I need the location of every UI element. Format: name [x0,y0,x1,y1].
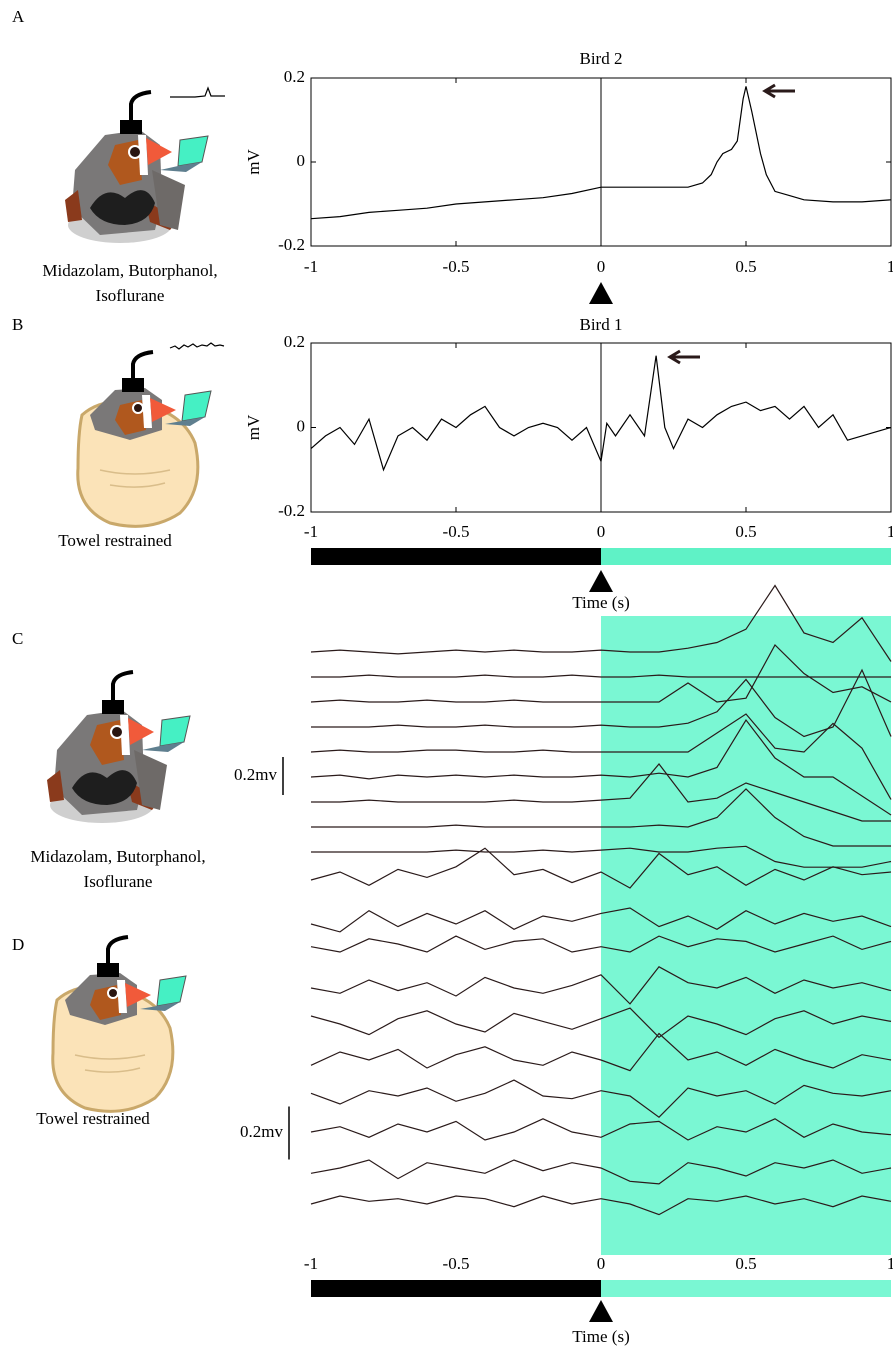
x-tick-label: 0.5 [735,522,756,541]
scale-bar-label: 0.2mv [240,1122,283,1141]
stimulus-bar-post [601,1280,891,1297]
trace-icon [170,343,224,349]
x-axis-label: Time (s) [572,1327,629,1346]
x-tick-label: -1 [304,1254,318,1273]
bird-illustration [47,672,190,823]
y-tick-label: 0.2 [284,332,305,351]
y-tick-label: -0.2 [278,235,305,254]
y-tick-label: 0 [297,416,306,435]
x-tick-label: -1 [304,522,318,541]
scale-bar-label: 0.2mv [234,765,277,784]
x-tick-label: -0.5 [443,257,470,276]
page: {"chart_data": [ {"type": "line", "panel… [0,0,893,1350]
caption: Midazolam, Butorphanol, [30,847,205,866]
peak-arrow [765,85,795,97]
page-body: -0.2 0 0.2 -1 -0.5 0 0.5 1 Bird 2 mV A Midazolam, B… [0,0,893,1350]
stimulus-bar-pre [311,548,601,565]
x-tick-label: -1 [304,257,318,276]
panel-label: B [12,315,23,334]
bird-illustration [53,937,186,1111]
x-tick-label: 0.5 [735,257,756,276]
stimulus-shade [601,616,891,1255]
x-tick-label: -0.5 [443,522,470,541]
x-tick-label: 0 [597,522,606,541]
onset-marker [589,1300,613,1322]
x-tick-label: 0.5 [735,1254,756,1273]
caption: Isoflurane [84,872,153,891]
x-tick-label: 1 [887,522,893,541]
chart-title: Bird 2 [580,49,623,68]
figure: -0.2 0 0.2 -1 -0.5 0 0.5 1 Bird 2 mV A Midazolam, B… [0,0,893,1350]
x-tick-label: 0 [597,1254,606,1273]
caption: Towel restrained [36,1109,150,1128]
stimulus-bar-post [601,548,891,565]
x-axis-label: Time (s) [572,593,629,612]
y-axis-label: mV [244,414,263,440]
panel-label: D [12,935,24,954]
y-axis-label: mV [244,149,263,175]
caption: Isoflurane [96,286,165,305]
x-tick-label: 0 [597,257,606,276]
stimulus-bar-pre [311,1280,601,1297]
y-tick-label: 0.2 [284,67,305,86]
onset-marker [589,570,613,592]
x-tick-label: 1 [887,1254,893,1273]
peak-arrow [670,351,700,363]
panel-label: C [12,629,23,648]
caption: Midazolam, Butorphanol, [42,261,217,280]
y-tick-label: -0.2 [278,501,305,520]
x-tick-label: -0.5 [443,1254,470,1273]
panel-label: A [12,7,25,26]
chart-title: Bird 1 [580,315,623,334]
caption: Towel restrained [58,531,172,550]
trace-icon [170,88,225,97]
bird-illustration [65,92,208,243]
onset-marker [589,282,613,304]
bird-illustration [78,352,211,526]
x-tick-label: 1 [887,257,893,276]
y-tick-label: 0 [297,151,306,170]
